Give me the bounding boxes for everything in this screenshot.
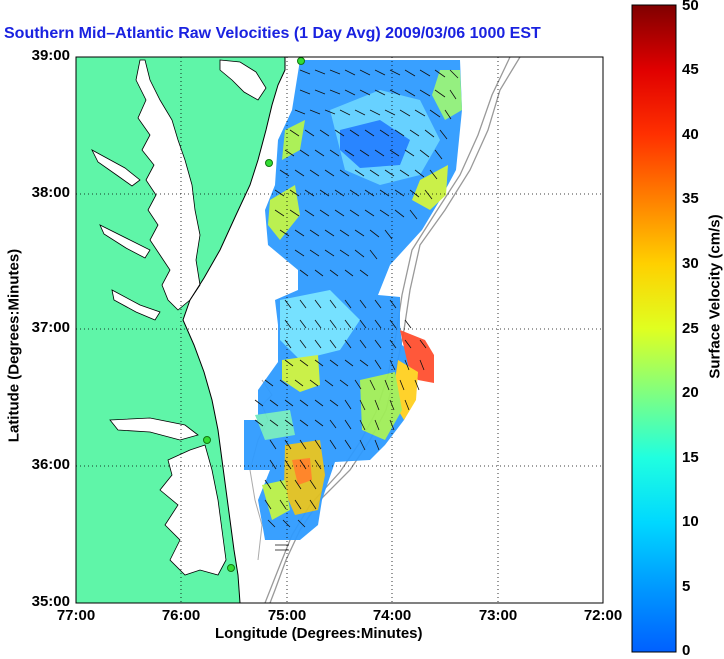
colorbar-tick-label: 15 xyxy=(682,449,699,466)
lat-tick-label: 35:00 xyxy=(31,593,70,610)
colorbar-tick-label: 35 xyxy=(682,190,699,207)
grid xyxy=(76,57,603,603)
coastline xyxy=(182,57,286,603)
radar-stations xyxy=(203,57,305,572)
colorbar-tick-label: 0 xyxy=(682,642,691,659)
lat-tick-label: 36:00 xyxy=(31,456,70,473)
station-marker xyxy=(265,159,273,167)
pamlico-sound xyxy=(159,444,227,576)
albemarle-sound xyxy=(109,417,199,441)
lon-tick-label: 73:00 xyxy=(478,607,518,624)
river-estuary-3 xyxy=(111,289,161,321)
colorbar-tick-label: 25 xyxy=(682,320,699,337)
colorbar-tick-label: 10 xyxy=(682,513,699,530)
lat-tick-label: 39:00 xyxy=(31,47,70,64)
colorbar-tick-label: 5 xyxy=(682,578,691,595)
station-marker xyxy=(297,57,305,65)
colorbar xyxy=(631,4,677,653)
colorbar-tick-label: 20 xyxy=(682,384,699,401)
station-marker xyxy=(227,564,235,572)
map-frame xyxy=(75,56,604,604)
lat-tick-label: 38:00 xyxy=(31,184,70,201)
river-estuary-2 xyxy=(99,224,151,259)
colorbar-tick-label: 40 xyxy=(682,126,699,143)
velocity-field xyxy=(244,60,462,540)
delaware-bay xyxy=(219,59,267,101)
map-title: Southern Mid–Atlantic Raw Velocities (1 … xyxy=(4,25,541,42)
lon-tick-label: 72:00 xyxy=(583,607,623,624)
colorbar-title: Surface Velocity (cm/s) xyxy=(706,214,724,379)
lon-tick-label: 75:00 xyxy=(267,607,307,624)
river-estuary-1 xyxy=(91,149,141,187)
lon-tick-label: 77:00 xyxy=(56,607,96,624)
map-area xyxy=(76,57,603,603)
lon-tick-label: 76:00 xyxy=(161,607,201,624)
station-marker xyxy=(203,436,211,444)
chesapeake-bay xyxy=(135,59,201,311)
lat-tick-label: 37:00 xyxy=(31,319,70,336)
y-axis-title: Latitude (Degrees:Minutes) xyxy=(5,248,23,443)
colorbar-tick-label: 45 xyxy=(682,61,699,78)
land-mass xyxy=(76,57,285,603)
lon-tick-label: 74:00 xyxy=(372,607,412,624)
velocity-vectors xyxy=(254,69,459,551)
colorbar-tick-label: 50 xyxy=(682,0,699,14)
colorbar-tick-label: 30 xyxy=(682,255,699,272)
x-axis-title: Longitude (Degrees:Minutes) xyxy=(215,625,423,642)
